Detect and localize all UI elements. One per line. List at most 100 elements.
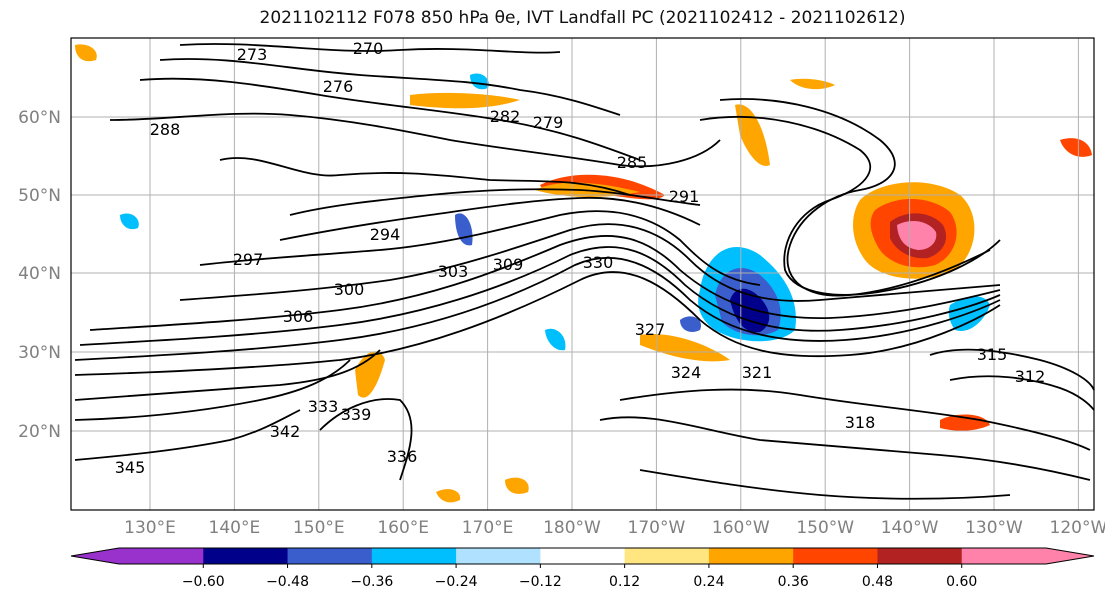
lat-tick-label: 30°N: [18, 343, 61, 363]
colorbar-tick-label: −0.48: [266, 574, 309, 590]
ivt-pc-shading: [75, 44, 1092, 503]
map-gridlines: [71, 38, 1094, 510]
contour-label: 315: [977, 345, 1008, 364]
contour-label: 345: [115, 458, 146, 477]
colorbar-bin: [961, 548, 1047, 564]
contour-label: 300: [334, 280, 365, 299]
theta-e-contour: [109, 112, 721, 168]
colorbar-bin: [877, 548, 963, 564]
anomaly-patch: [75, 44, 97, 62]
contour-label: 318: [845, 413, 876, 432]
colorbar-bin: [119, 548, 204, 564]
lon-tick-label: 120°W: [1050, 518, 1105, 538]
subtropic-positive-band: [640, 334, 730, 362]
lon-tick-label: 170°W: [628, 518, 686, 538]
contour-label: 291: [669, 187, 700, 206]
lon-tick-label: 140°E: [209, 518, 261, 538]
theta-e-contour: [289, 188, 701, 216]
contour-label: 273: [237, 45, 268, 64]
theta-e-contour: [74, 271, 1001, 376]
lat-tick-label: 40°N: [18, 264, 61, 284]
theta-e-contour: [179, 43, 561, 54]
lon-tick-label: 180°W: [543, 518, 601, 538]
colorbar-bin: [624, 548, 710, 564]
contour-label: 327: [635, 320, 666, 339]
anomaly-patch: [790, 78, 835, 90]
theta-e-contour: [319, 398, 413, 481]
contour-label: 303: [438, 262, 469, 281]
lon-tick-label: 160°W: [712, 518, 770, 538]
colorbar: −0.60 −0.48 −0.36 −0.24 −0.12 0.12 0.24 0.36 0.4…: [70, 547, 1095, 590]
theta-e-contour: [199, 210, 761, 286]
latitude-axis: 60°N 50°N 40°N 30°N 20°N: [18, 108, 61, 442]
theta-e-contour: [179, 223, 1001, 302]
theta-e-contour: [639, 469, 1011, 500]
longitude-axis: 130°E 140°E 150°E 160°E 170°E 180°W 170°W 160°W…: [124, 518, 1105, 538]
contour-label: 342: [270, 422, 301, 441]
colorbar-bin: [540, 548, 626, 564]
colorbar-tick-label: 0.48: [862, 574, 893, 590]
theta-e-contour: [89, 235, 1001, 331]
lon-tick-label: 150°W: [796, 518, 854, 538]
contour-label: 288: [150, 120, 181, 139]
theta-e-contour: [699, 115, 1001, 296]
lon-tick-label: 160°E: [377, 518, 429, 538]
colorbar-tick-label: 0.12: [609, 574, 640, 590]
contour-label: 282: [490, 107, 521, 126]
contour-label: 306: [283, 307, 314, 326]
contour-label: 297: [233, 250, 264, 269]
contour-label: 285: [617, 153, 648, 172]
contour-label: 279: [533, 113, 564, 132]
contour-label: 339: [341, 405, 372, 424]
contour-label: 309: [493, 255, 524, 274]
theta-e-contour: [79, 246, 1001, 346]
colorbar-bin: [793, 548, 878, 564]
contour-label: 324: [671, 363, 702, 382]
negative-anomaly-center: [730, 288, 770, 333]
theta-e-contour: [279, 196, 701, 241]
anomaly-patch: [470, 73, 489, 90]
contour-label: 270: [353, 39, 384, 58]
contour-label: 276: [323, 77, 354, 96]
colorbar-tick-label: 0.24: [693, 574, 724, 590]
colorbar-tick-label: −0.24: [435, 574, 478, 590]
colorbar-extend-high: [1045, 548, 1094, 564]
colorbar-extend-low: [71, 548, 120, 564]
contour-label: 321: [742, 363, 773, 382]
contour-label: 330: [583, 253, 614, 272]
theta-e-contour: [719, 98, 991, 297]
colorbar-tick-label: −0.12: [519, 574, 562, 590]
theta-e-contour: [74, 256, 1001, 361]
positive-anomaly-peak: [897, 220, 937, 250]
lon-tick-label: 140°W: [881, 518, 939, 538]
theta-e-contour: [159, 58, 621, 116]
theta-e-contours: [74, 43, 1095, 500]
map-frame: [70, 37, 1095, 511]
theta-e-contour: [929, 348, 1095, 391]
colorbar-bin: [708, 548, 794, 564]
colorbar-bin: [456, 548, 541, 564]
anomaly-patch: [545, 328, 566, 351]
colorbar-bin: [371, 548, 457, 564]
anomaly-patch: [680, 316, 701, 332]
lon-tick-label: 150°E: [293, 518, 345, 538]
anomaly-patch: [735, 104, 770, 166]
lat-tick-label: 20°N: [18, 422, 61, 442]
colorbar-outline: [70, 547, 1095, 565]
colorbar-bin: [287, 548, 373, 564]
colorbar-tick-label: −0.60: [182, 574, 225, 590]
theta-e-contour: [139, 77, 641, 161]
theta-e-contour: [599, 416, 1091, 481]
lat-tick-label: 50°N: [18, 186, 61, 206]
contour-labels: 270 273 276 279 282 285 288 291 294 297 300 303 306 3…: [115, 39, 1046, 477]
anomaly-patch: [410, 92, 520, 109]
theta-e-contour: [619, 388, 1091, 451]
chart-title: 2021102112 F078 850 hPa θe, IVT Landfall…: [259, 8, 906, 28]
lon-tick-label: 130°W: [965, 518, 1023, 538]
lat-tick-label: 60°N: [18, 108, 61, 128]
colorbar-tick-label: 0.60: [946, 574, 977, 590]
lon-tick-label: 170°E: [462, 518, 514, 538]
contour-label: 294: [370, 225, 401, 244]
anomaly-patch: [436, 489, 461, 503]
